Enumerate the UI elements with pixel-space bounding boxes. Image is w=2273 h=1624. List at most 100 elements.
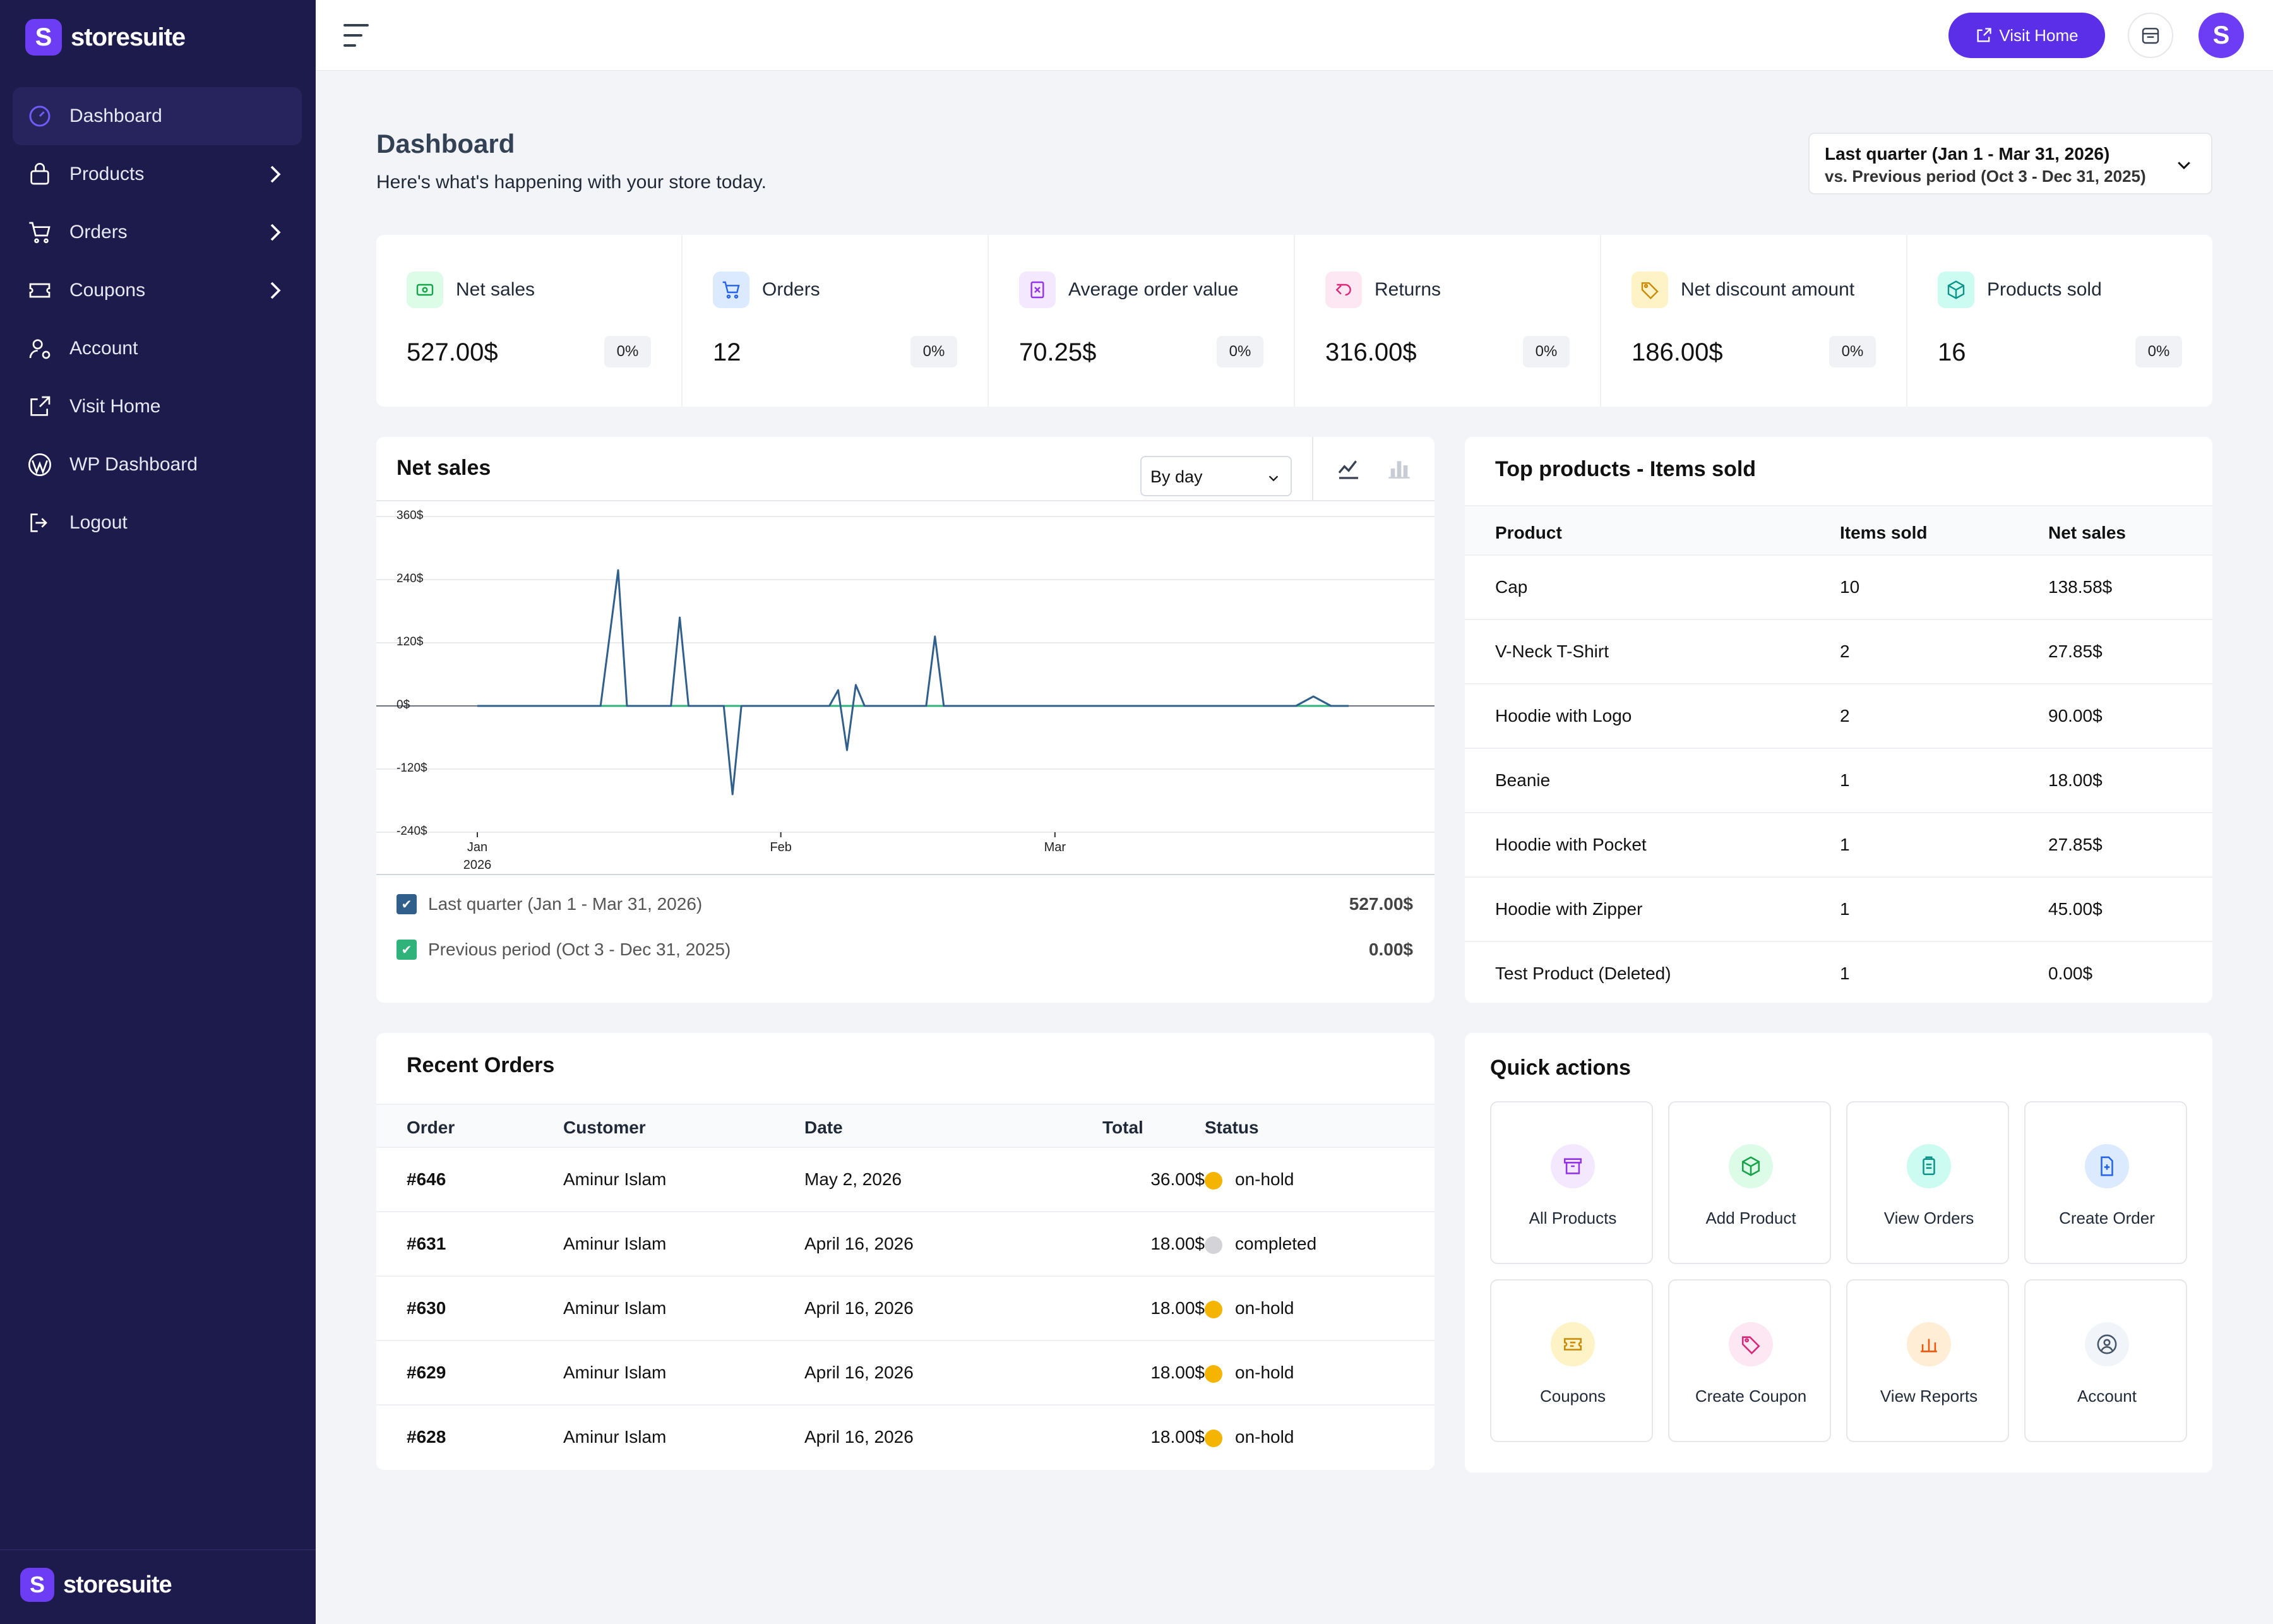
- quick-action-create-order[interactable]: Create Order: [2024, 1101, 2187, 1264]
- sidebar-item-coupons[interactable]: Coupons: [13, 261, 302, 319]
- sidebar-item-label: Coupons: [69, 280, 146, 301]
- stat-orders[interactable]: Orders 12 0%: [683, 235, 989, 407]
- order-total: 18.00$: [1150, 1234, 1205, 1253]
- bar-chart-icon: [1907, 1322, 1951, 1366]
- quick-action-create-coupon[interactable]: Create Coupon: [1668, 1279, 1831, 1442]
- sidebar-item-logout[interactable]: Logout: [13, 494, 302, 552]
- table-cell: 1: [1840, 770, 1850, 790]
- table-cell: 1: [1840, 899, 1850, 919]
- table-cell: V-Neck T-Shirt: [1495, 642, 1609, 661]
- quick-action-add-product[interactable]: Add Product: [1668, 1101, 1831, 1264]
- order-id-link[interactable]: #631: [407, 1234, 446, 1253]
- ticket-icon: [1551, 1322, 1595, 1366]
- table-row[interactable]: #631 Aminur Islam April 16, 2026 18.00$ comp…: [376, 1212, 1435, 1277]
- date-range-select[interactable]: Last quarter (Jan 1 - Mar 31, 2026) vs. …: [1808, 133, 2212, 194]
- table-row[interactable]: Hoodie with Zipper 1 45.00$: [1465, 878, 2212, 942]
- sidebar-item-label: Dashboard: [69, 105, 162, 126]
- sidebar-item-products[interactable]: Products: [13, 145, 302, 203]
- quick-action-view-reports[interactable]: View Reports: [1846, 1279, 2009, 1442]
- order-status: on-hold: [1235, 1298, 1294, 1318]
- line-chart-icon[interactable]: [1336, 456, 1361, 481]
- table-row[interactable]: V-Neck T-Shirt 2 27.85$: [1465, 620, 2212, 684]
- table-cell: 18.00$: [2048, 770, 2103, 790]
- cube-icon: [1938, 272, 1974, 308]
- external-link-icon: [1977, 28, 1992, 42]
- store-icon: [2142, 28, 2159, 44]
- stat-change-badge: 0%: [604, 336, 651, 367]
- table-row[interactable]: Hoodie with Pocket 1 27.85$: [1465, 813, 2212, 878]
- quick-action-label: Account: [2077, 1387, 2137, 1406]
- table-row[interactable]: #629 Aminur Islam April 16, 2026 18.00$ on-h…: [376, 1341, 1435, 1406]
- table-row[interactable]: Hoodie with Logo 2 90.00$: [1465, 684, 2212, 749]
- sidebar-nav: Dashboard Products Orders Coupons: [13, 87, 302, 552]
- table-cell: 10: [1840, 577, 1860, 597]
- page-subtitle: Here's what's happening with your store …: [376, 172, 767, 193]
- sidebar-item-orders[interactable]: Orders: [13, 203, 302, 261]
- stat-label: Net sales: [456, 279, 535, 300]
- order-status: on-hold: [1235, 1363, 1294, 1382]
- store-button[interactable]: [2128, 13, 2173, 58]
- customer-name: Aminur Islam: [563, 1298, 667, 1318]
- order-id-link[interactable]: #630: [407, 1298, 446, 1318]
- checkbox-checked-icon[interactable]: ✔: [397, 894, 417, 914]
- quick-action-label: All Products: [1529, 1209, 1617, 1227]
- order-id-link[interactable]: #646: [407, 1169, 446, 1189]
- sidebar-item-account[interactable]: Account: [13, 319, 302, 378]
- sidebar-item-label: Visit Home: [69, 396, 161, 417]
- cash-icon: [407, 272, 443, 308]
- interval-select[interactable]: By day: [1140, 456, 1292, 496]
- quick-action-view-orders[interactable]: View Orders: [1846, 1101, 2009, 1264]
- order-id-link[interactable]: #629: [407, 1363, 446, 1382]
- sidebar-item-dashboard[interactable]: Dashboard: [13, 87, 302, 145]
- avatar[interactable]: S: [2198, 13, 2244, 58]
- quick-action-account[interactable]: Account: [2024, 1279, 2187, 1442]
- user-gear-icon: [27, 335, 53, 362]
- table-row[interactable]: Cap 10 138.58$: [1465, 556, 2212, 620]
- chart-type-toggle: [1312, 437, 1435, 500]
- menu-toggle-icon[interactable]: [343, 23, 371, 48]
- order-date: April 16, 2026: [804, 1298, 914, 1318]
- bar-chart-icon[interactable]: [1387, 456, 1412, 481]
- stat-returns[interactable]: Returns 316.00$ 0%: [1295, 235, 1601, 407]
- status-dot-icon: [1205, 1172, 1222, 1190]
- ticket-icon: [27, 277, 53, 304]
- order-id-link[interactable]: #628: [407, 1427, 446, 1447]
- brand-logo[interactable]: S storesuite: [25, 19, 186, 56]
- table-row[interactable]: #628 Aminur Islam April 16, 2026 18.00$ on-h…: [376, 1406, 1435, 1470]
- visit-home-button[interactable]: Visit Home: [1948, 13, 2105, 58]
- stat-average-order-value[interactable]: Average order value 70.25$ 0%: [989, 235, 1295, 407]
- shopping-bag-icon: [27, 161, 53, 188]
- stat-net-sales[interactable]: Net sales 527.00$ 0%: [376, 235, 683, 407]
- column-header: Product: [1495, 523, 1562, 542]
- table-row[interactable]: Beanie 1 18.00$: [1465, 749, 2212, 813]
- chevron-right-icon: [270, 165, 281, 183]
- status-dot-icon: [1205, 1236, 1222, 1254]
- customer-name: Aminur Islam: [563, 1169, 667, 1189]
- status-dot-icon: [1205, 1365, 1222, 1383]
- legend-item-previous[interactable]: ✔ Previous period (Oct 3 - Dec 31, 2025)…: [397, 937, 1413, 962]
- quick-action-all-products[interactable]: All Products: [1490, 1101, 1653, 1264]
- column-header: Date: [804, 1118, 843, 1137]
- top-products-card: Top products - Items sold Product Items …: [1465, 437, 2212, 1003]
- table-row[interactable]: #630 Aminur Islam April 16, 2026 18.00$ on-h…: [376, 1277, 1435, 1341]
- quick-actions-card: Quick actions All Products Add Product Vie…: [1465, 1033, 2212, 1472]
- checkbox-checked-icon[interactable]: ✔: [397, 940, 417, 960]
- legend-item-current[interactable]: ✔ Last quarter (Jan 1 - Mar 31, 2026) 52…: [397, 892, 1413, 917]
- table-row[interactable]: Test Product (Deleted) 1 0.00$: [1465, 942, 2212, 1006]
- table-cell: Hoodie with Zipper: [1495, 899, 1643, 919]
- brand-mark: S: [20, 1568, 54, 1602]
- stat-net-discount-amount[interactable]: Net discount amount 186.00$ 0%: [1601, 235, 1907, 407]
- quick-action-coupons[interactable]: Coupons: [1490, 1279, 1653, 1442]
- y-tick-label: 240$: [397, 572, 424, 585]
- cube-icon: [1729, 1144, 1773, 1188]
- wordpress-icon: [27, 451, 53, 478]
- sidebar-item-wp-dashboard[interactable]: WP Dashboard: [13, 436, 302, 494]
- x-tick-sublabel: 2026: [463, 858, 492, 872]
- column-header: Status: [1205, 1118, 1259, 1137]
- order-status: on-hold: [1235, 1169, 1294, 1189]
- stat-products-sold[interactable]: Products sold 16 0%: [1907, 235, 2212, 407]
- sidebar-item-visit-home[interactable]: Visit Home: [13, 378, 302, 436]
- stat-label: Orders: [762, 279, 820, 300]
- customer-name: Aminur Islam: [563, 1234, 667, 1253]
- table-row[interactable]: #646 Aminur Islam May 2, 2026 36.00$ on-hold: [376, 1148, 1435, 1212]
